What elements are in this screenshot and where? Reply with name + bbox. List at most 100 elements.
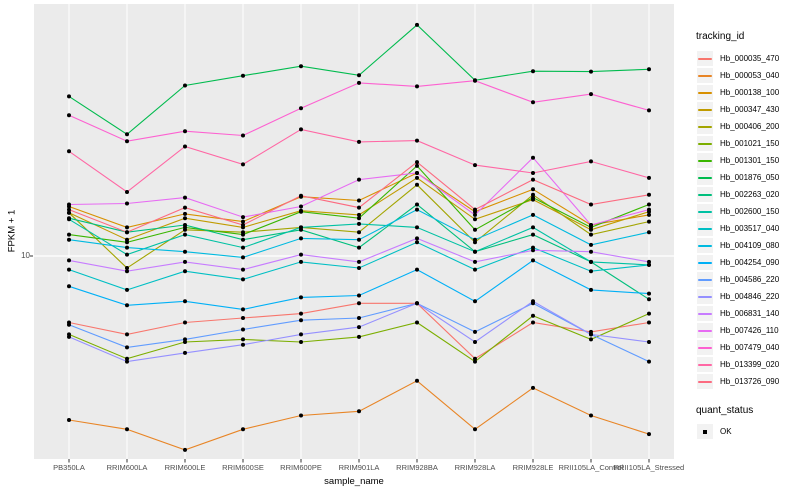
data-point xyxy=(473,259,477,264)
data-point xyxy=(357,266,361,270)
data-point xyxy=(415,378,419,383)
legend-title-tracking-id: tracking_id xyxy=(696,31,745,42)
data-point xyxy=(647,175,651,180)
data-point xyxy=(125,332,129,337)
data-point xyxy=(183,249,187,254)
legend-key-line-icon xyxy=(697,170,713,185)
data-point xyxy=(531,320,535,325)
x-tick-label: RRIM600PE xyxy=(280,463,322,472)
x-tick-label: RRII105LA_Control xyxy=(558,463,624,472)
data-point xyxy=(125,139,129,144)
data-point xyxy=(67,202,71,207)
data-point xyxy=(241,342,245,347)
data-point xyxy=(357,221,361,226)
series-color-line-icon xyxy=(698,278,712,281)
series-color-line-icon xyxy=(698,363,712,366)
data-point xyxy=(241,232,245,237)
legend-key-line-icon xyxy=(697,323,713,338)
data-point xyxy=(299,225,303,230)
legend-key-line-icon xyxy=(697,221,713,236)
data-point xyxy=(125,266,129,270)
data-point xyxy=(357,293,361,298)
data-point xyxy=(531,212,535,217)
data-point xyxy=(67,210,71,215)
data-point xyxy=(415,207,419,212)
data-point xyxy=(589,332,593,337)
data-point xyxy=(473,212,477,217)
data-point xyxy=(299,340,303,344)
data-point xyxy=(125,269,129,274)
data-point xyxy=(415,84,419,89)
black-point-icon xyxy=(703,429,707,434)
series-color-line-icon xyxy=(698,74,712,77)
data-point xyxy=(67,267,71,272)
series-color-line-icon xyxy=(698,312,712,315)
data-point xyxy=(531,313,535,318)
data-point xyxy=(589,159,593,164)
series-color-line-icon xyxy=(698,125,712,128)
data-point xyxy=(647,202,651,207)
data-point xyxy=(183,129,187,134)
data-point xyxy=(415,225,419,230)
data-point xyxy=(67,217,71,222)
data-point xyxy=(241,327,245,332)
data-point xyxy=(531,171,535,175)
data-point xyxy=(183,259,187,264)
data-point xyxy=(357,325,361,330)
data-point xyxy=(647,230,651,235)
series-color-line-icon xyxy=(698,210,712,213)
data-point xyxy=(125,252,129,257)
data-point xyxy=(67,207,71,212)
data-point xyxy=(589,249,593,254)
legend-entry: Hb_002263_020 xyxy=(690,186,800,203)
data-point xyxy=(473,427,477,432)
data-point xyxy=(241,255,245,260)
legend-entry-label: Hb_001301_150 xyxy=(720,156,780,165)
data-point xyxy=(647,108,651,113)
legend-entries: Hb_000035_470 Hb_000053_040 Hb_000138_100 H… xyxy=(690,50,800,390)
legend-key-line-icon xyxy=(697,187,713,202)
data-point xyxy=(67,113,71,118)
data-point xyxy=(415,267,419,272)
series-color-line-icon xyxy=(698,142,712,145)
data-point xyxy=(183,232,187,237)
x-tick-label: RRII105LA_Stressed xyxy=(613,463,685,472)
data-point xyxy=(415,163,419,168)
legend-entry-label: Hb_000406_200 xyxy=(720,122,780,131)
data-point xyxy=(647,291,651,296)
data-point xyxy=(531,177,535,182)
legend-key-line-icon xyxy=(697,153,713,168)
series-color-line-icon xyxy=(698,193,712,196)
data-point xyxy=(241,73,245,78)
series-color-line-icon xyxy=(698,346,712,349)
x-tick-label: RRIM901LA xyxy=(338,463,380,472)
series-color-line-icon xyxy=(698,108,712,111)
data-point xyxy=(183,299,187,304)
data-point xyxy=(67,149,71,154)
series-color-line-icon xyxy=(698,261,712,264)
data-point xyxy=(299,259,303,264)
legend-key-line-icon xyxy=(697,357,713,372)
legend-entry-label: Hb_004109_080 xyxy=(720,241,780,250)
data-point xyxy=(125,245,129,250)
x-tick-label: RRIM928LE xyxy=(512,463,554,472)
data-point xyxy=(473,217,477,222)
data-point xyxy=(647,219,651,224)
legend-entry-label: Hb_004586_220 xyxy=(720,275,780,284)
data-point xyxy=(415,22,419,27)
data-point xyxy=(647,311,651,316)
series-color-line-icon xyxy=(698,57,712,60)
series-color-line-icon xyxy=(698,244,712,247)
data-point xyxy=(67,284,71,289)
data-point xyxy=(357,237,361,242)
data-point xyxy=(67,258,71,263)
data-point xyxy=(125,359,129,364)
data-point xyxy=(531,195,535,200)
legend-entry-label: Hb_006831_140 xyxy=(720,309,780,318)
data-point xyxy=(531,155,535,160)
data-point xyxy=(647,207,651,212)
data-point xyxy=(647,212,651,217)
legend-entry-label: Hb_003517_040 xyxy=(720,224,780,233)
data-point xyxy=(415,182,419,187)
data-point xyxy=(473,299,477,304)
